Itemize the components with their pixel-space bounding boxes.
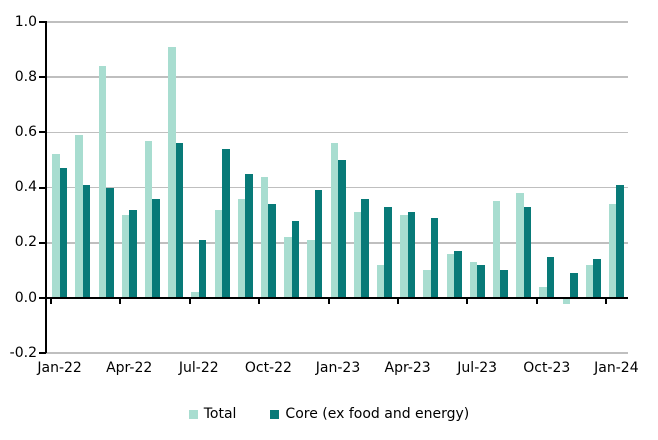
y-axis-label: 0.8 [14, 68, 37, 85]
x-axis-tick [258, 298, 261, 304]
bar-core-Mar-22 [106, 187, 114, 298]
bar-core-May-23 [430, 217, 439, 298]
legend: Total Core (ex food and energy) [0, 406, 658, 422]
bar-total-Aug-23 [492, 201, 501, 298]
y-axis-tick [39, 352, 46, 355]
x-axis-tick [605, 298, 608, 304]
y-axis-tick [39, 186, 46, 189]
bar-total-Apr-23 [400, 215, 408, 298]
bar-total-Nov-22 [284, 237, 292, 298]
y-axis-label: 0.4 [14, 179, 37, 196]
bar-core-Sep-22 [245, 173, 253, 298]
bar-total-Jan-23 [330, 143, 338, 298]
x-axis-label: Apr-22 [106, 360, 153, 376]
bar-total-Oct-23 [539, 286, 547, 298]
x-axis-tick [535, 298, 538, 304]
x-axis-label: Apr-23 [384, 360, 431, 376]
bar-total-May-23 [423, 270, 431, 298]
bar-total-Apr-22 [121, 215, 130, 298]
bar-core-Feb-22 [82, 184, 91, 298]
gridline-0.6 [46, 131, 628, 134]
bar-core-Oct-23 [546, 256, 555, 298]
bar-total-May-22 [144, 140, 153, 298]
bar-core-Jul-23 [477, 264, 485, 298]
x-axis-label: Oct-23 [523, 360, 571, 376]
bar-total-Dec-23 [585, 264, 594, 298]
bar-core-Dec-22 [314, 190, 323, 298]
bar-total-Jan-24 [608, 204, 617, 298]
bar-total-Mar-22 [98, 66, 106, 298]
bar-core-Aug-22 [222, 148, 230, 298]
core-swatch-icon [270, 409, 280, 419]
bar-total-Mar-23 [376, 264, 385, 298]
legend-item-core: Core (ex food and energy) [270, 406, 469, 422]
bar-core-May-22 [152, 198, 160, 298]
bar-core-Sep-23 [523, 206, 532, 298]
x-axis-tick [327, 298, 330, 304]
bar-core-Oct-22 [268, 204, 276, 298]
legend-label-core: Core (ex food and energy) [285, 406, 470, 422]
x-axis-label: Jan-24 [594, 360, 639, 376]
x-axis-tick [119, 298, 122, 304]
y-axis-tick [39, 297, 46, 299]
x-axis-label: Oct-22 [244, 360, 292, 376]
bar-core-Jun-22 [175, 143, 184, 298]
bar-core-Apr-23 [407, 212, 416, 298]
bar-core-Nov-23 [570, 273, 578, 298]
y-axis-tick [39, 21, 46, 23]
bar-total-Feb-23 [353, 212, 362, 298]
bar-total-Sep-22 [237, 198, 246, 298]
bar-total-Feb-22 [75, 135, 83, 298]
y-axis-label: 0.0 [14, 289, 37, 306]
y-axis-tick [39, 131, 46, 134]
bar-core-Jan-23 [338, 160, 346, 298]
bar-total-Sep-23 [516, 193, 524, 298]
x-axis-label: Jan-23 [315, 360, 361, 376]
bar-core-Jan-22 [59, 168, 68, 298]
bar-core-Jun-23 [454, 251, 462, 298]
gridline--0.2 [46, 352, 628, 354]
bar-total-Oct-22 [260, 176, 269, 298]
legend-item-total: Total [188, 406, 237, 422]
bar-core-Aug-23 [500, 270, 508, 298]
gridline-1.0 [46, 21, 628, 23]
bar-core-Feb-23 [361, 198, 369, 298]
bar-core-Apr-22 [129, 209, 137, 298]
bar-core-Nov-22 [291, 220, 300, 298]
bar-total-Jul-23 [469, 262, 478, 298]
y-axis-label: 0.6 [14, 123, 37, 140]
x-axis-tick [188, 298, 191, 304]
bar-core-Mar-23 [384, 206, 392, 298]
x-axis-label: Jul-23 [457, 360, 498, 376]
bar-total-Aug-22 [214, 209, 222, 298]
bar-total-Jan-22 [52, 154, 60, 298]
legend-label-total: Total [203, 406, 237, 422]
bar-core-Dec-23 [593, 259, 601, 298]
x-axis-tick [50, 298, 52, 304]
total-swatch-icon [188, 409, 198, 419]
y-axis-tick [39, 76, 46, 79]
bar-total-Nov-23 [562, 298, 570, 304]
bar-total-Jun-22 [168, 46, 176, 298]
bar-core-Jul-22 [198, 240, 207, 298]
bar-total-Dec-22 [307, 240, 315, 298]
bar-total-Jun-23 [446, 253, 454, 298]
y-axis-label: 0.2 [14, 234, 37, 251]
x-axis-label: Jul-22 [178, 360, 219, 376]
x-axis-tick [397, 298, 399, 304]
x-axis-label: Jan-22 [37, 360, 82, 376]
y-axis-label: -0.2 [9, 344, 37, 361]
bar-core-Jan-24 [616, 184, 624, 298]
y-axis-tick [39, 241, 46, 244]
x-axis-line [46, 296, 628, 299]
bar-total-Jul-22 [191, 292, 199, 298]
y-axis-label: 1.0 [14, 13, 37, 30]
x-axis-tick [466, 298, 469, 304]
y-axis-line [45, 21, 47, 353]
gridline-0.8 [46, 76, 628, 78]
